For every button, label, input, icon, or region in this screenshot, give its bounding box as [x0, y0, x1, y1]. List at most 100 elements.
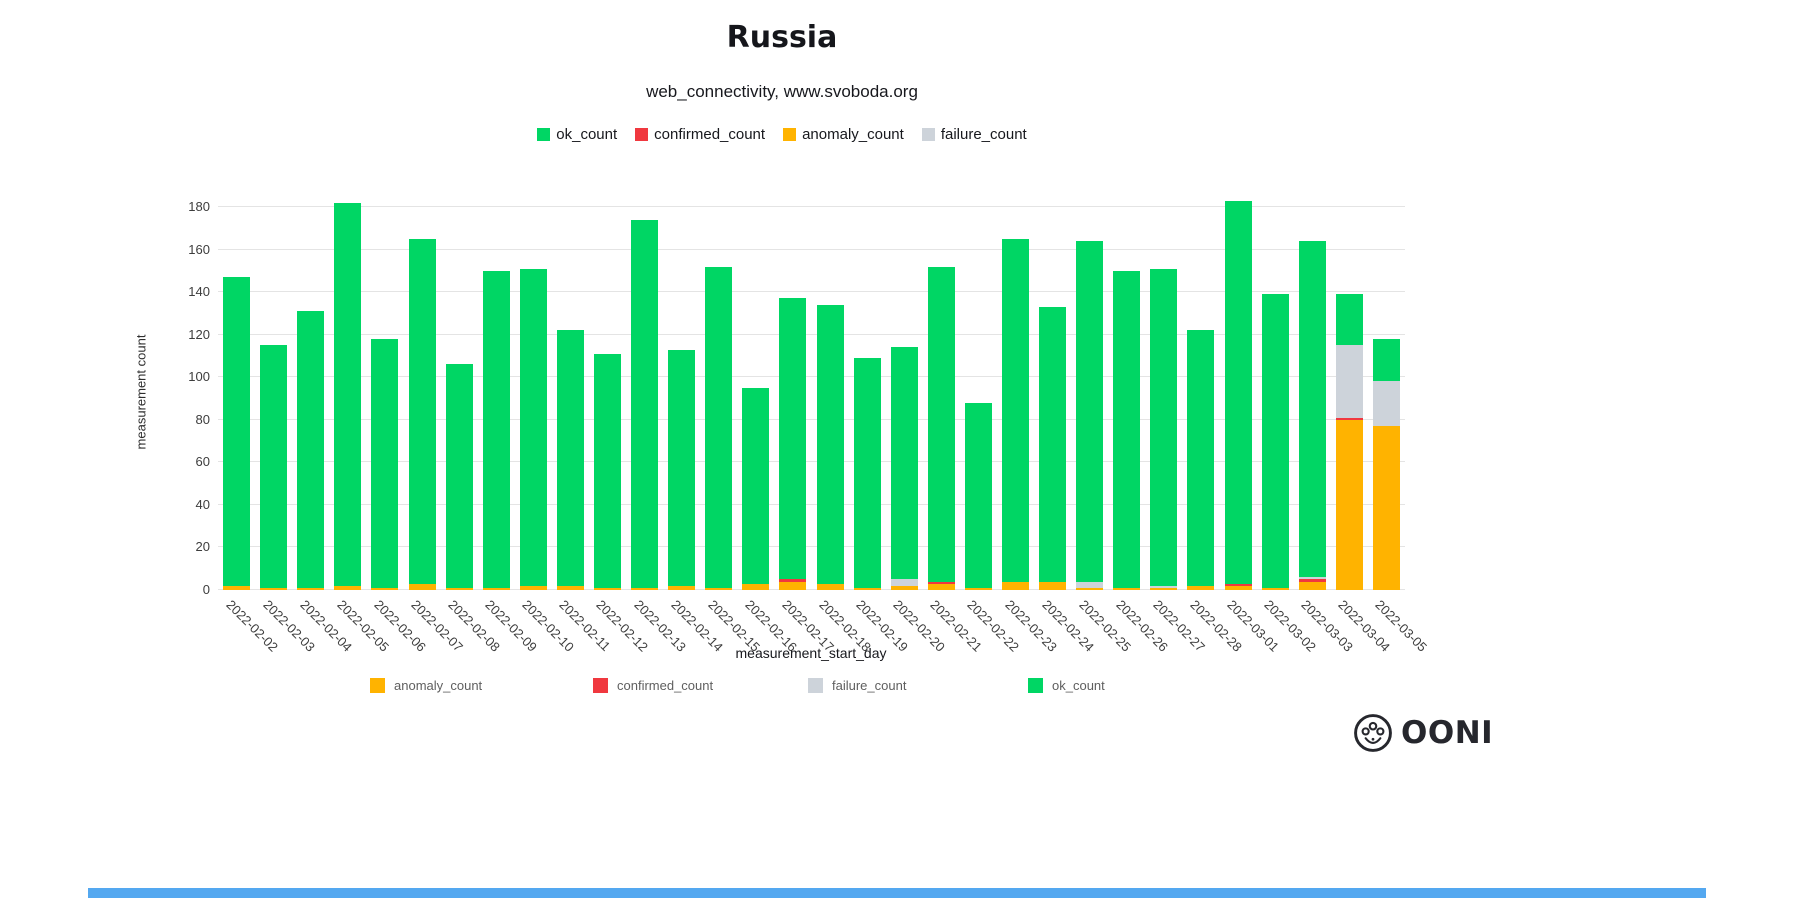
bar-segment-confirmed_count[interactable] [1335, 417, 1363, 420]
bar-segment-failure_count[interactable] [1372, 381, 1400, 427]
ok-swatch-icon [1028, 678, 1043, 693]
plot-area: 0 20 40 60 80 100 120 140 160 180 2022-02-02 2022-… [188, 195, 1430, 655]
confirmed-swatch-icon [593, 678, 608, 693]
bar-segment-ok_count[interactable] [631, 219, 659, 588]
bar-segment-anomaly_count[interactable] [1039, 581, 1067, 590]
bar-segment-anomaly_count[interactable] [223, 585, 251, 590]
bar-segment-anomaly_count[interactable] [890, 585, 918, 590]
bar-segment-ok_count[interactable] [334, 202, 362, 586]
gridline [218, 503, 1405, 505]
bar-segment-confirmed_count[interactable] [779, 579, 807, 582]
bar-segment-anomaly_count[interactable] [631, 587, 659, 590]
bar-segment-anomaly_count[interactable] [779, 581, 807, 590]
bar-segment-anomaly_count[interactable] [853, 587, 881, 590]
bar-segment-ok_count[interactable] [1187, 330, 1215, 586]
bar-segment-anomaly_count[interactable] [260, 587, 288, 590]
chart-subtitle: web_connectivity, www.svoboda.org [646, 82, 918, 101]
bar-segment-ok_count[interactable] [779, 298, 807, 580]
bar-segment-anomaly_count[interactable] [408, 583, 436, 590]
legend-label: failure_count [940, 126, 1027, 143]
bar-segment-ok_count[interactable] [260, 345, 288, 588]
y-tick-label: 140 [188, 284, 210, 300]
bar-segment-anomaly_count[interactable] [1113, 587, 1141, 590]
bar-segment-failure_count[interactable] [1335, 345, 1363, 418]
bar-segment-ok_count[interactable] [1113, 270, 1141, 588]
bar-segment-ok_count[interactable] [519, 268, 547, 586]
bottom-legend: anomaly_count confirmed_count failure_coun… [0, 678, 1564, 698]
bar-segment-ok_count[interactable] [482, 270, 510, 588]
bar-segment-ok_count[interactable] [816, 304, 844, 584]
bar-segment-anomaly_count[interactable] [927, 583, 955, 590]
bar-segment-anomaly_count[interactable] [1335, 419, 1363, 590]
y-tick-label: 60 [195, 454, 210, 470]
bar-segment-ok_count[interactable] [1002, 238, 1030, 582]
bar-segment-anomaly_count[interactable] [1224, 585, 1252, 590]
bar-segment-ok_count[interactable] [964, 402, 992, 588]
bar-segment-ok_count[interactable] [371, 338, 399, 588]
bar-segment-anomaly_count[interactable] [1150, 587, 1178, 590]
y-tick-label: 160 [188, 241, 210, 257]
anomaly-swatch-icon [370, 678, 385, 693]
bar-segment-ok_count[interactable] [705, 266, 733, 588]
bar-segment-confirmed_count[interactable] [1224, 583, 1252, 586]
legend-item-ok_count: ok_count [537, 126, 617, 143]
bar-segment-anomaly_count[interactable] [297, 587, 325, 590]
bar-segment-anomaly_count[interactable] [742, 583, 770, 590]
bar-segment-anomaly_count[interactable] [668, 585, 696, 590]
gridline [218, 333, 1405, 335]
y-axis-title: measurement count [133, 334, 149, 450]
bar-segment-ok_count[interactable] [1150, 268, 1178, 586]
gridline [218, 546, 1405, 548]
legend-item-ok_count: ok_count [1028, 678, 1105, 693]
bar-segment-ok_count[interactable] [1039, 307, 1067, 582]
legend-label: ok_count [1052, 678, 1105, 693]
bar-segment-anomaly_count[interactable] [445, 587, 473, 590]
failure-swatch-icon [921, 128, 935, 141]
bar-segment-anomaly_count[interactable] [334, 585, 362, 590]
bar-segment-ok_count[interactable] [1224, 200, 1252, 584]
bar-segment-ok_count[interactable] [593, 353, 621, 588]
anomaly-swatch-icon [783, 128, 797, 141]
legend-item-confirmed_count: confirmed_count [635, 126, 765, 143]
bar-segment-confirmed_count[interactable] [927, 581, 955, 584]
legend-label: anomaly_count [394, 678, 483, 693]
bar-segment-failure_count[interactable] [1150, 585, 1178, 588]
gridline [218, 205, 1405, 207]
bar-segment-failure_count[interactable] [890, 579, 918, 586]
bar-segment-anomaly_count[interactable] [371, 587, 399, 590]
bar-segment-ok_count[interactable] [890, 347, 918, 580]
legend-label: ok_count [556, 126, 618, 143]
bar-segment-ok_count[interactable] [1076, 241, 1104, 582]
bar-segment-failure_count[interactable] [1298, 577, 1326, 580]
y-tick-label: 180 [188, 198, 210, 214]
bar-segment-anomaly_count[interactable] [1261, 587, 1289, 590]
bar-segment-ok_count[interactable] [1298, 241, 1326, 578]
bar-segment-ok_count[interactable] [297, 311, 325, 588]
bar-segment-anomaly_count[interactable] [593, 587, 621, 590]
bar-segment-anomaly_count[interactable] [964, 587, 992, 590]
bar-segment-anomaly_count[interactable] [556, 585, 584, 590]
bar-segment-anomaly_count[interactable] [1372, 426, 1400, 590]
bar-segment-ok_count[interactable] [668, 349, 696, 586]
bar-segment-anomaly_count[interactable] [1187, 585, 1215, 590]
bar-segment-ok_count[interactable] [1335, 294, 1363, 346]
bar-segment-ok_count[interactable] [927, 266, 955, 582]
bar-segment-anomaly_count[interactable] [519, 585, 547, 590]
bar-segment-anomaly_count[interactable] [816, 583, 844, 590]
bar-segment-ok_count[interactable] [223, 277, 251, 586]
bar-segment-confirmed_count[interactable] [1298, 579, 1326, 582]
bar-segment-ok_count[interactable] [742, 387, 770, 584]
bar-segment-failure_count[interactable] [1076, 581, 1104, 588]
bar-segment-anomaly_count[interactable] [1076, 587, 1104, 590]
bar-segment-ok_count[interactable] [556, 330, 584, 586]
bar-segment-anomaly_count[interactable] [1002, 581, 1030, 590]
bar-segment-ok_count[interactable] [1261, 294, 1289, 588]
bar-segment-anomaly_count[interactable] [482, 587, 510, 590]
bar-segment-ok_count[interactable] [1372, 338, 1400, 382]
bar-segment-ok_count[interactable] [408, 238, 436, 584]
bar-segment-anomaly_count[interactable] [1298, 581, 1326, 590]
bar-segment-anomaly_count[interactable] [705, 587, 733, 590]
bar-segment-ok_count[interactable] [853, 358, 881, 588]
bar-segment-ok_count[interactable] [445, 364, 473, 588]
x-axis-title: measurement_start_day [735, 645, 887, 661]
